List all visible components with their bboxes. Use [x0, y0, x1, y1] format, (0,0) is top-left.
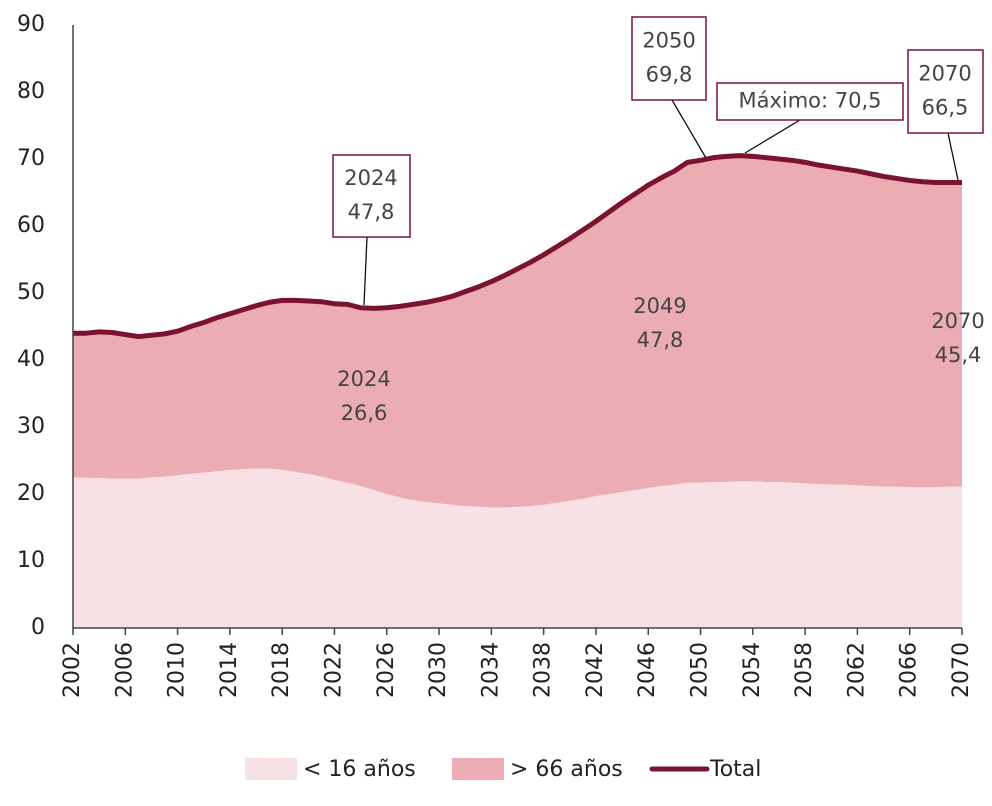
x-tick-label: 2014 — [217, 642, 242, 698]
y-tick-label: 80 — [17, 79, 45, 104]
legend-label: Total — [709, 757, 761, 782]
annotation-box — [907, 49, 984, 134]
y-tick-label: 0 — [31, 615, 45, 640]
x-tick-label: 2054 — [740, 642, 765, 698]
y-tick-label: 50 — [17, 280, 45, 305]
x-tick-label: 2018 — [269, 642, 294, 698]
annotation-text: 47,8 — [637, 328, 684, 352]
x-tick-label: 2046 — [635, 642, 660, 698]
annotation-text: 2024 — [337, 367, 390, 391]
x-tick-label: 2062 — [844, 642, 869, 698]
y-tick-label: 90 — [17, 12, 45, 37]
y-tick-label: 60 — [17, 213, 45, 238]
annotation-text: 47,8 — [348, 200, 395, 224]
y-tick-label: 10 — [17, 548, 45, 573]
annotation-text: 26,6 — [341, 401, 388, 425]
leader-line — [744, 119, 801, 154]
area — [73, 155, 962, 508]
annotation-text: 66,5 — [922, 96, 969, 120]
x-tick-label: 2042 — [583, 642, 608, 698]
x-tick-label: 2066 — [897, 642, 922, 698]
annotation-text: 2070 — [931, 309, 984, 333]
annotation-box — [631, 16, 707, 101]
annotation-text: 2050 — [642, 29, 695, 53]
annotation-box — [716, 82, 904, 121]
x-tick-label: 2050 — [688, 642, 713, 698]
x-tick-label: 2034 — [478, 642, 503, 698]
x-tick-label: 2002 — [60, 642, 85, 698]
y-tick-label: 20 — [17, 481, 45, 506]
annotation-text: 45,4 — [935, 343, 982, 367]
area — [73, 468, 962, 628]
x-tick-label: 2010 — [165, 642, 190, 698]
y-tick-label: 30 — [17, 414, 45, 439]
leader-line — [947, 132, 959, 181]
legend-swatch — [245, 758, 297, 780]
x-tick-label: 2026 — [374, 642, 399, 698]
legend-swatch — [452, 758, 504, 780]
x-tick-label: 2022 — [321, 642, 346, 698]
x-tick-label: 2006 — [112, 642, 137, 698]
x-tick-label: 2038 — [531, 642, 556, 698]
y-tick-label: 40 — [17, 347, 45, 372]
y-tick-label: 70 — [17, 146, 45, 171]
leader-line — [363, 236, 368, 306]
annotation-text: 2070 — [918, 62, 971, 86]
annotation-text: 69,8 — [646, 63, 693, 87]
annotation-text: 2024 — [344, 166, 397, 190]
annotation-text: Máximo: 70,5 — [738, 89, 881, 113]
line — [73, 153, 962, 340]
legend-label: > 66 años — [510, 757, 623, 782]
leader-line — [671, 99, 707, 159]
x-tick-label: 2070 — [949, 642, 974, 698]
x-tick-label: 2058 — [792, 642, 817, 698]
legend-label: < 16 años — [303, 757, 416, 782]
annotation-box — [332, 154, 411, 238]
x-tick-label: 2030 — [426, 642, 451, 698]
annotation-text: 2049 — [633, 294, 686, 318]
